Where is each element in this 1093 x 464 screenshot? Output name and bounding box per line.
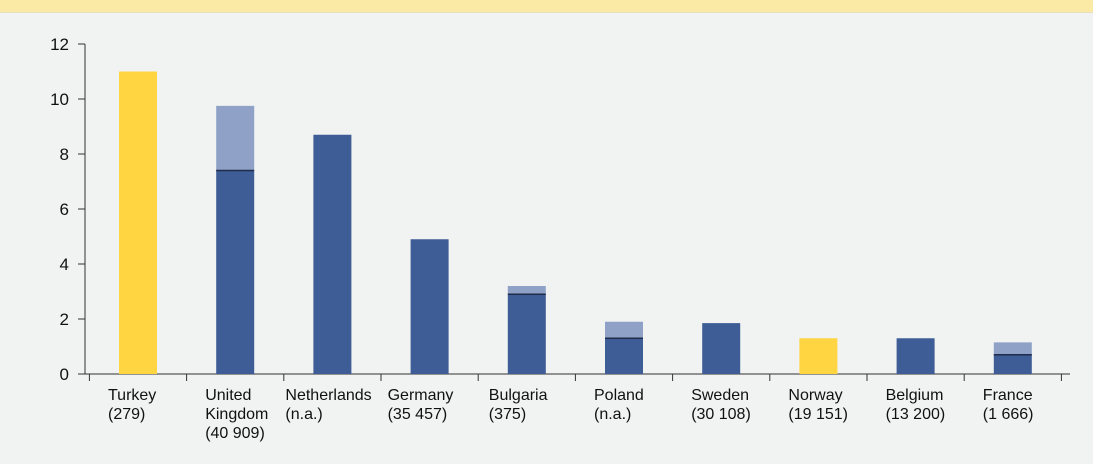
category-label-line: Bulgaria xyxy=(489,387,548,404)
category-label-line: (279) xyxy=(108,406,145,423)
bar-segment-primary xyxy=(119,71,157,374)
category-label-line: Netherlands xyxy=(285,387,371,404)
category-label-line: (375) xyxy=(489,406,526,423)
category-label-line: (13 200) xyxy=(886,406,946,423)
x-axis xyxy=(85,373,1070,381)
category-label-line: (n.a.) xyxy=(594,406,631,423)
category-label-line: (40 909) xyxy=(205,425,265,442)
bar-segment-primary xyxy=(993,354,1032,374)
top-band-divider xyxy=(0,12,1093,13)
category-label: Norway (19 151) xyxy=(788,387,848,423)
category-label: France (1 666) xyxy=(983,387,1034,423)
category-label-line: (19 151) xyxy=(788,406,848,423)
y-tick-label: 4 xyxy=(60,255,69,274)
y-tick-label: 8 xyxy=(60,145,69,164)
y-tick-label: 10 xyxy=(50,90,69,109)
category-label-line: (n.a.) xyxy=(285,406,322,423)
bar-segment-primary xyxy=(799,338,838,374)
bars xyxy=(119,71,1032,374)
bar-segment-secondary xyxy=(507,286,546,295)
category-label-line: France xyxy=(983,387,1033,404)
bar-segment-secondary xyxy=(605,321,643,339)
category-label: Bulgaria (375) xyxy=(489,387,548,423)
bar-segment-primary xyxy=(216,170,255,374)
bar-segment-primary xyxy=(313,134,352,374)
category-label-line: (1 666) xyxy=(983,406,1034,423)
category-label-line: Sweden xyxy=(691,387,749,404)
category-label: Netherlands (n.a.) xyxy=(285,387,371,423)
bar-segment-secondary xyxy=(216,105,255,171)
category-label: Sweden (30 108) xyxy=(691,387,751,423)
y-tick-label: 12 xyxy=(50,35,69,54)
category-label-line: (35 457) xyxy=(388,406,448,423)
category-label-line: Norway xyxy=(788,387,842,404)
category-label-line: Belgium xyxy=(886,387,944,404)
category-labels: Turkey (279) United Kingdom (40 909) Netherla… xyxy=(108,387,1034,442)
bar-segment-secondary xyxy=(993,342,1032,355)
category-label-line: Germany xyxy=(388,387,454,404)
category-label: Belgium (13 200) xyxy=(886,387,946,423)
category-label: Poland (n.a.) xyxy=(594,387,644,423)
bar-segment-primary xyxy=(507,294,546,374)
category-label-line: (30 108) xyxy=(691,406,751,423)
category-label-line: Poland xyxy=(594,387,644,404)
category-label: Turkey (279) xyxy=(108,387,156,423)
category-label-line: Kingdom xyxy=(205,406,268,423)
category-label-line: Turkey xyxy=(108,387,156,404)
category-label: Germany (35 457) xyxy=(388,387,454,423)
bar-segment-primary xyxy=(896,338,935,374)
bar-segment-primary xyxy=(605,338,643,374)
y-tick-label: 0 xyxy=(60,365,69,384)
y-tick-label: 2 xyxy=(60,310,69,329)
category-label: United Kingdom (40 909) xyxy=(205,387,268,442)
category-label-line: United xyxy=(205,387,251,404)
bar-segment-primary xyxy=(702,323,741,374)
y-axis: 0 2 4 6 8 10 12 xyxy=(50,35,86,384)
bar-segment-primary xyxy=(410,239,449,374)
y-tick-label: 6 xyxy=(60,200,69,219)
